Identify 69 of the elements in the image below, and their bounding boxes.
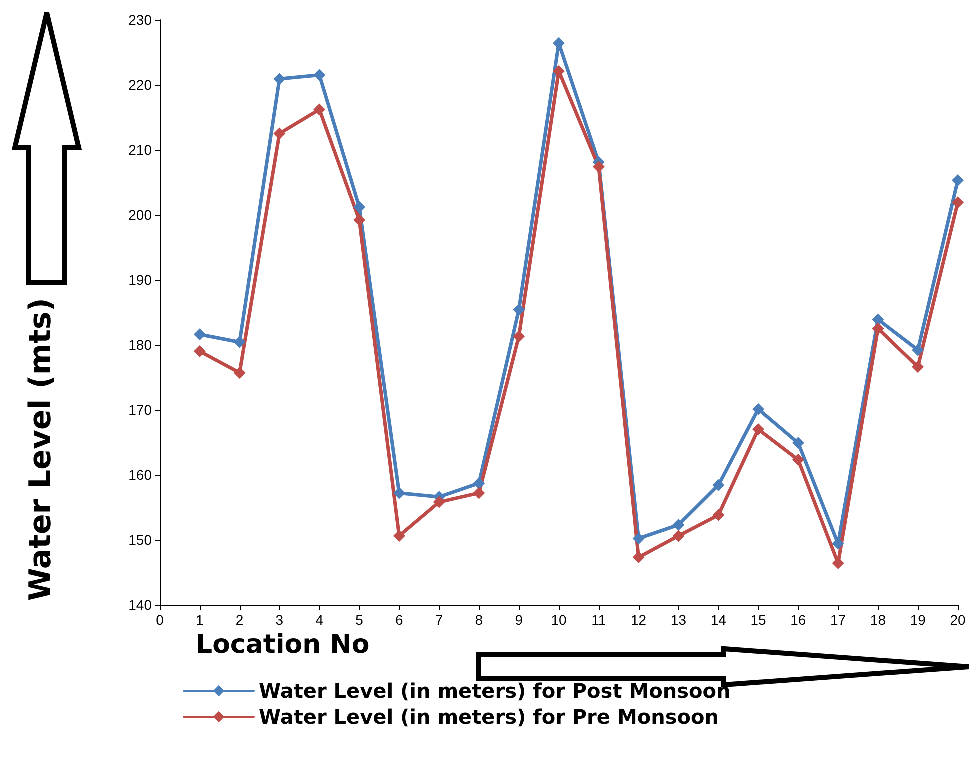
x-tick-label: 19 — [910, 612, 926, 628]
x-tick-label: 16 — [790, 612, 806, 628]
point — [912, 344, 924, 356]
x-tick-label: 11 — [592, 612, 606, 628]
x-tick-label: 17 — [830, 612, 846, 628]
x-tick-label: 0 — [156, 612, 164, 628]
x-tick-label: 18 — [870, 612, 886, 628]
y-tick-label: 170 — [128, 402, 152, 418]
point — [712, 509, 725, 522]
point — [433, 496, 446, 508]
point — [792, 437, 804, 450]
point — [872, 314, 884, 326]
y-tick-label: 200 — [128, 207, 152, 223]
x-tick-label: 5 — [356, 612, 364, 628]
point — [354, 201, 366, 214]
x-tick-label: 15 — [750, 612, 766, 628]
point — [592, 160, 605, 173]
point — [752, 403, 764, 416]
x-tick-label: 12 — [631, 612, 647, 628]
y-tick-label: 190 — [128, 272, 152, 288]
point — [672, 530, 685, 542]
point — [393, 530, 406, 542]
point — [752, 424, 764, 436]
point — [952, 174, 964, 187]
y-tick-label: 140 — [128, 597, 152, 613]
point — [872, 322, 884, 335]
point — [712, 479, 725, 492]
x-tick-label: 20 — [950, 612, 966, 628]
legend-label: Water Level (in meters) for Post Monsoon — [259, 679, 731, 703]
x-tick-label: 13 — [670, 612, 687, 628]
point — [234, 336, 246, 348]
point — [513, 330, 526, 343]
point — [792, 454, 804, 466]
point — [912, 361, 924, 374]
point — [393, 487, 406, 500]
x-tick-label: 6 — [396, 612, 404, 628]
x-tick-label: 3 — [276, 612, 284, 628]
point — [274, 73, 286, 86]
point — [194, 328, 206, 341]
y-tick-label: 210 — [128, 142, 152, 158]
point — [473, 487, 486, 500]
point — [314, 69, 326, 82]
x-tick-label: 2 — [236, 612, 244, 628]
x-tick-label: 1 — [196, 612, 204, 628]
y-tick-label: 150 — [128, 532, 152, 548]
point — [354, 214, 366, 226]
point — [632, 532, 645, 545]
point — [473, 477, 486, 490]
x-tick-label: 7 — [435, 612, 444, 628]
y-tick-label: 220 — [128, 77, 152, 93]
x-tick-label: 8 — [475, 612, 484, 628]
point — [952, 196, 964, 209]
y-axis-title: Water Level (mts) — [24, 298, 58, 602]
x-axis-title: Location No — [196, 630, 370, 660]
y-tick-label: 230 — [128, 12, 152, 28]
x-tick-label: 4 — [316, 612, 324, 628]
point — [672, 519, 685, 532]
x-tick-label: 9 — [515, 612, 524, 628]
point — [632, 552, 645, 564]
point — [513, 304, 526, 316]
point — [314, 104, 326, 116]
x-tick-label: 10 — [551, 612, 567, 628]
legend-label: Water Level (in meters) for Pre Monsoon — [259, 705, 719, 729]
point — [234, 366, 246, 379]
y-tick-label: 180 — [128, 337, 152, 353]
x-tick-label: 14 — [710, 612, 727, 628]
point — [274, 128, 286, 140]
point — [194, 346, 206, 358]
y-tick-label: 160 — [128, 467, 152, 483]
